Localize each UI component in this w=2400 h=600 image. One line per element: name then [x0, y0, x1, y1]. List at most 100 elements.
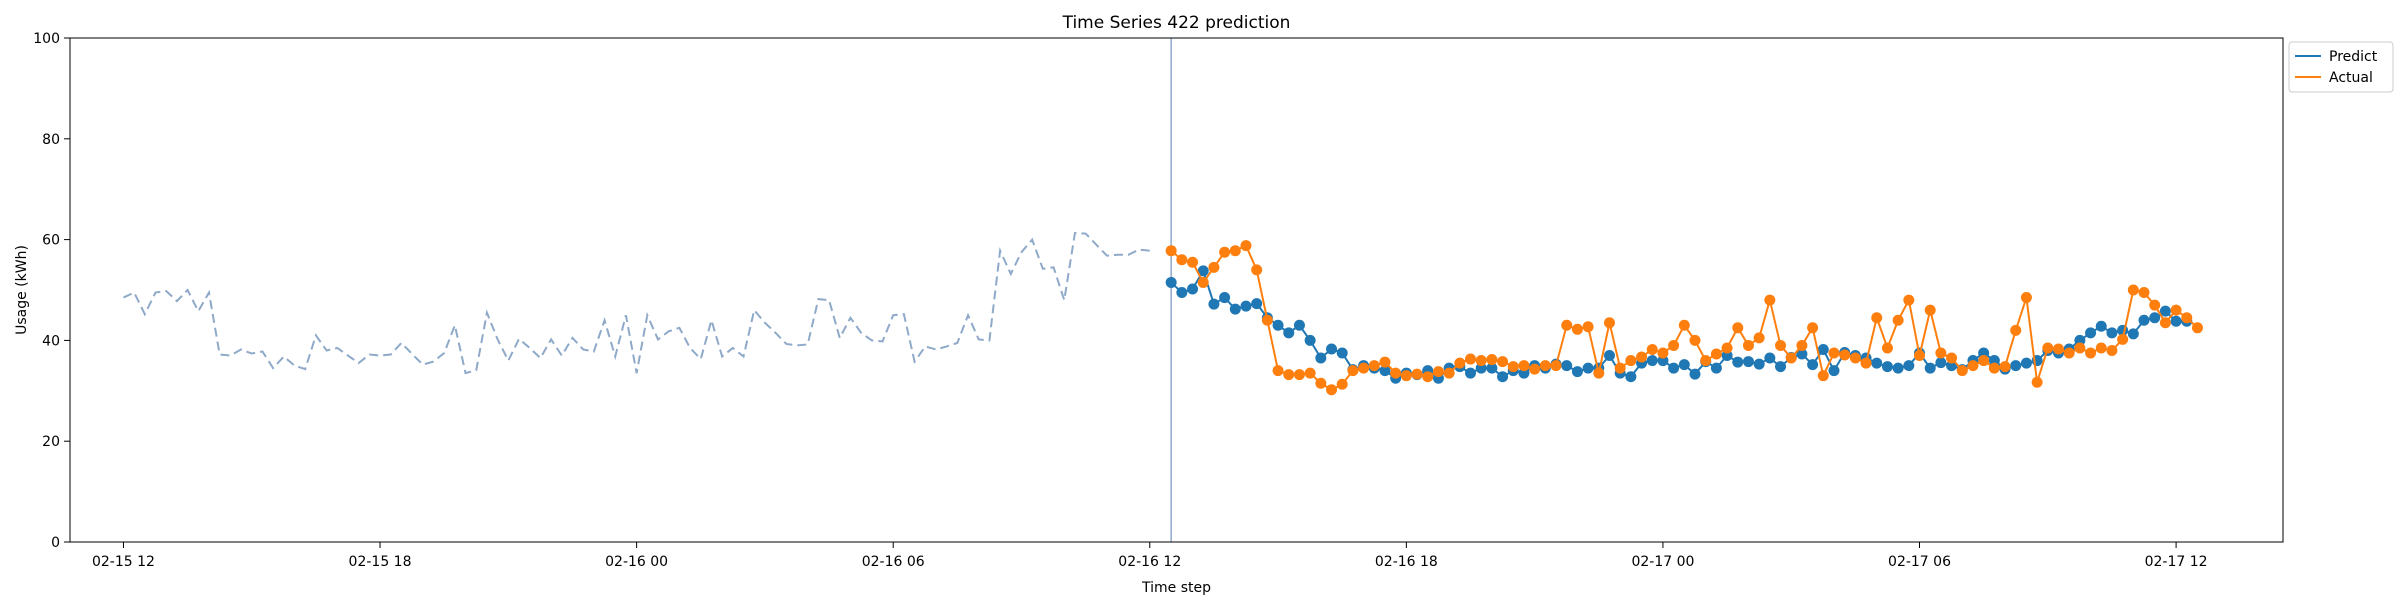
predict-point	[1197, 265, 1209, 277]
actual-point	[1646, 343, 1658, 355]
actual-point	[1978, 355, 1990, 367]
actual-point	[1336, 378, 1348, 390]
actual-point	[1272, 365, 1284, 377]
actual-point	[1507, 361, 1519, 373]
actual-point	[1700, 355, 1712, 367]
predict-point	[1946, 360, 1958, 372]
predict-point	[1571, 366, 1583, 378]
actual-point	[1197, 276, 1209, 288]
predict-point	[1978, 347, 1990, 359]
actual-point	[1636, 351, 1648, 363]
actual-point	[1860, 357, 1872, 369]
predict-point	[1283, 327, 1295, 339]
predict-point	[1646, 355, 1658, 367]
predict-point	[1903, 360, 1915, 372]
predict-point	[1336, 347, 1348, 359]
actual-point	[1710, 348, 1722, 360]
actual-point	[1251, 264, 1263, 276]
plot-marks	[123, 38, 2203, 542]
x-tick-label: 02-15 12	[92, 554, 155, 570]
y-tick-label: 100	[33, 31, 60, 47]
actual-point	[1219, 246, 1231, 258]
predict-point	[1796, 348, 1808, 360]
actual-point	[2031, 376, 2043, 388]
actual-point	[1293, 369, 1305, 381]
predict-point	[1807, 359, 1819, 371]
actual-point	[1614, 362, 1626, 374]
x-tick-label: 02-17 00	[1631, 554, 1694, 570]
x-tick-label: 02-16 12	[1118, 554, 1181, 570]
y-tick-label: 20	[42, 434, 60, 450]
actual-point	[1432, 366, 1444, 378]
predict-point	[1764, 352, 1776, 364]
predict-point	[1561, 360, 1573, 372]
predict-point	[1304, 334, 1316, 346]
actual-point	[1689, 334, 1701, 346]
predict-point	[1710, 362, 1722, 374]
actual-point	[1390, 367, 1402, 379]
predict-point	[1326, 343, 1338, 355]
actual-point	[1465, 353, 1476, 365]
actual-point	[1593, 367, 1605, 379]
actual-point	[2170, 304, 2182, 316]
actual-point	[1422, 371, 1434, 383]
predict-point	[2138, 314, 2150, 326]
predict-point	[1187, 283, 1199, 295]
actual-point	[1283, 369, 1295, 381]
predict-point	[1988, 355, 2000, 367]
predict-point	[1603, 350, 1615, 362]
predict-point	[1165, 276, 1177, 288]
actual-point	[1261, 314, 1273, 326]
predict-point	[1657, 355, 1669, 367]
actual-point	[2052, 343, 2064, 355]
actual-point	[1625, 355, 1637, 367]
actual-point	[1486, 354, 1498, 366]
actual-point	[1924, 304, 1936, 316]
actual-point	[1732, 322, 1744, 334]
predict-point	[2010, 360, 2022, 372]
x-axis-label: Time step	[1141, 580, 1211, 596]
actual-point	[1828, 347, 1840, 359]
actual-point	[1999, 361, 2011, 373]
predict-point	[1582, 362, 1594, 374]
actual-point	[2191, 322, 2203, 334]
legend-label-actual: Actual	[2329, 70, 2373, 86]
actual-point	[2149, 299, 2161, 311]
actual-point	[2063, 347, 2075, 359]
predict-point	[1625, 371, 1637, 383]
actual-point	[1956, 365, 1968, 377]
predict-point	[2074, 334, 2086, 346]
predict-point	[1486, 362, 1498, 374]
actual-point	[1796, 339, 1808, 351]
predict-point	[2127, 328, 2139, 340]
actual-point	[1775, 339, 1787, 351]
actual-point	[2138, 287, 2150, 299]
predict-point	[1465, 367, 1476, 379]
actual-point	[1935, 347, 1947, 359]
x-tick-label: 02-16 06	[862, 554, 925, 570]
x-tick-label: 02-16 18	[1375, 554, 1438, 570]
predict-point	[1924, 362, 1936, 374]
predict-point	[1753, 358, 1765, 370]
actual-point	[1400, 370, 1412, 382]
actual-point	[2085, 347, 2097, 359]
legend-box	[2288, 41, 2394, 93]
predict-point	[1315, 352, 1327, 364]
predict-point	[1721, 350, 1733, 362]
actual-point	[1240, 240, 1252, 252]
actual-point	[2042, 342, 2054, 354]
predict-point	[1935, 357, 1947, 369]
actual-point	[1304, 367, 1316, 379]
actual-point	[1988, 362, 2000, 374]
predict-point	[2170, 315, 2182, 327]
predict-point	[1379, 365, 1391, 377]
actual-point	[2159, 317, 2171, 329]
predict-point	[1817, 343, 1829, 355]
actual-point	[1657, 347, 1669, 359]
actual-point	[1603, 317, 1615, 329]
actual-point	[1454, 357, 1466, 369]
y-axis: 0 20 40 60 80 100	[33, 31, 70, 551]
actual-point	[1753, 332, 1765, 344]
predict-point	[1475, 362, 1487, 374]
